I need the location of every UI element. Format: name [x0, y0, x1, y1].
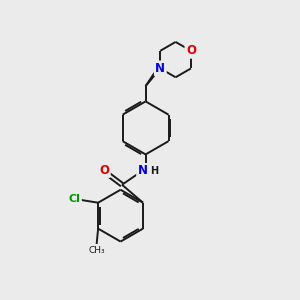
- Text: CH₃: CH₃: [88, 246, 105, 255]
- Text: N: N: [138, 164, 148, 177]
- Text: O: O: [99, 164, 110, 176]
- Text: Cl: Cl: [69, 194, 80, 204]
- Text: N: N: [155, 62, 165, 75]
- Text: O: O: [186, 44, 196, 57]
- Text: H: H: [150, 166, 158, 176]
